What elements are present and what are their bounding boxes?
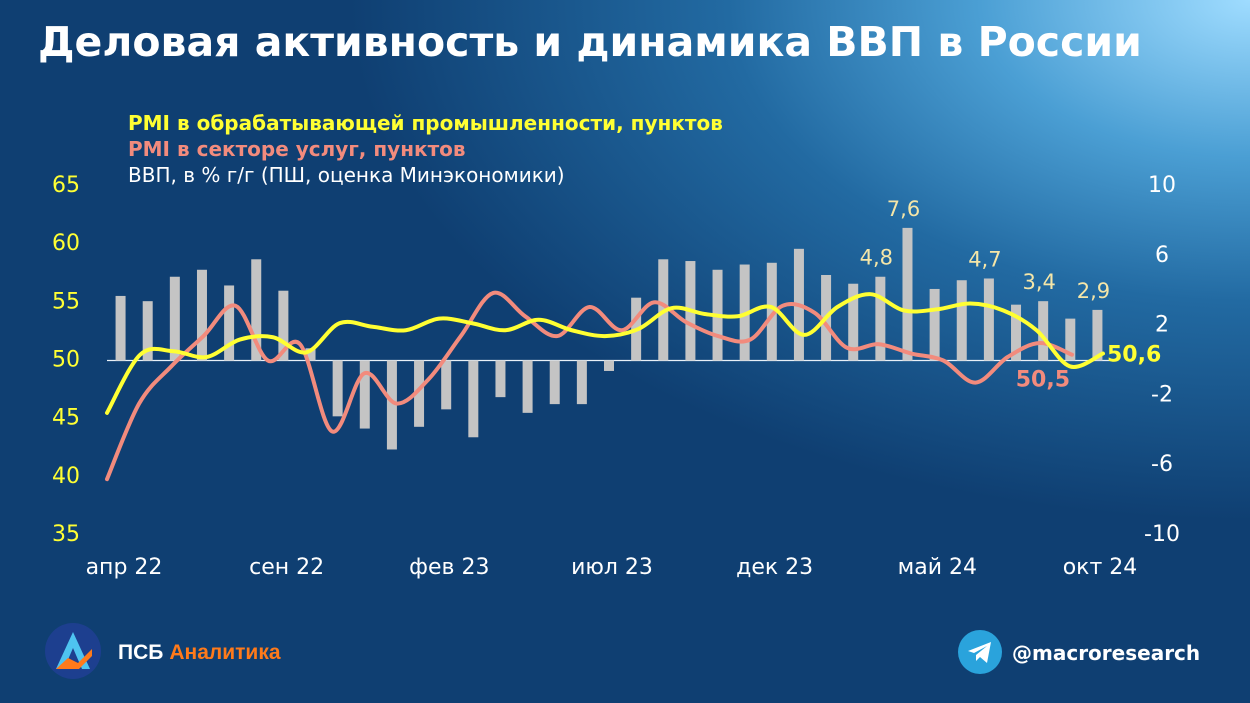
gdp-bar bbox=[278, 290, 289, 361]
chart-title: Деловая активность и динамика ВВП в Росс… bbox=[38, 18, 1142, 66]
gdp-bar bbox=[196, 269, 207, 361]
right-axis-tick: -6 bbox=[1151, 452, 1173, 477]
brand-name-part1: ПСБ bbox=[118, 641, 164, 664]
gdp-bar bbox=[468, 360, 479, 438]
legend-pmi-services: PMI в секторе услуг, пунктов bbox=[128, 137, 466, 161]
gdp-point-label: 4,7 bbox=[968, 247, 1001, 271]
gdp-bar bbox=[576, 360, 587, 405]
gdp-bar bbox=[1065, 318, 1076, 361]
gdp-bar bbox=[224, 285, 235, 361]
gdp-bar bbox=[875, 276, 886, 361]
psb-logo-icon bbox=[45, 623, 101, 679]
legend: PMI в обрабатывающей промышленности, пун… bbox=[128, 110, 723, 188]
x-axis-tick: дек 23 bbox=[736, 555, 813, 580]
left-axis-tick: 60 bbox=[52, 231, 80, 256]
gdp-bar bbox=[386, 360, 397, 450]
gdp-bar bbox=[115, 295, 126, 361]
x-axis-tick: апр 22 bbox=[86, 555, 163, 580]
pmi-manufacturing-line bbox=[105, 292, 1105, 415]
gdp-bar bbox=[414, 360, 425, 427]
gdp-bar bbox=[359, 360, 370, 429]
left-axis-tick: 35 bbox=[52, 522, 80, 547]
left-axis-tick: 40 bbox=[52, 464, 80, 489]
gdp-bar bbox=[956, 280, 967, 361]
gdp-bar bbox=[441, 360, 452, 410]
left-axis-tick: 45 bbox=[52, 406, 80, 431]
x-axis-tick: июл 23 bbox=[571, 555, 653, 580]
pmi-services-end-label: 50,5 bbox=[1016, 368, 1070, 393]
right-axis-tick: -2 bbox=[1151, 382, 1173, 407]
gdp-bar bbox=[332, 360, 343, 417]
x-axis-tick: фев 23 bbox=[409, 555, 489, 580]
pmi-services-line bbox=[105, 290, 1074, 482]
gdp-bar bbox=[929, 288, 940, 361]
pmi-manufacturing-end-label: 50,6 bbox=[1107, 343, 1161, 368]
x-axis-tick: май 24 bbox=[898, 555, 977, 580]
telegram-icon[interactable] bbox=[958, 630, 1002, 674]
gdp-bar bbox=[1038, 301, 1049, 361]
telegram-plane-icon bbox=[968, 642, 991, 663]
gdp-bar bbox=[251, 259, 262, 361]
gdp-bar bbox=[848, 283, 859, 361]
gdp-bar bbox=[983, 278, 994, 361]
legend-gdp: ВВП, в % г/г (ПШ, оценка Минэкономики) bbox=[128, 163, 565, 187]
gdp-bar bbox=[766, 262, 777, 361]
gdp-point-label: 4,8 bbox=[860, 246, 893, 270]
gdp-bar bbox=[495, 360, 506, 398]
left-axis-tick: 50 bbox=[52, 348, 80, 373]
x-axis-tick: окт 24 bbox=[1063, 555, 1138, 580]
brand-name: ПСБ Аналитика bbox=[118, 641, 281, 665]
gdp-bar bbox=[169, 276, 180, 361]
x-axis-tick: сен 22 bbox=[249, 555, 324, 580]
gdp-bar bbox=[549, 360, 560, 405]
gdp-point-label: 3,4 bbox=[1022, 270, 1055, 294]
gdp-bar bbox=[142, 301, 153, 361]
gdp-bar bbox=[522, 360, 533, 413]
gdp-bar bbox=[1011, 304, 1022, 361]
left-axis-tick: 55 bbox=[52, 289, 80, 314]
left-axis-tick: 65 bbox=[52, 173, 80, 198]
right-axis-tick: -10 bbox=[1144, 522, 1180, 547]
gdp-bar bbox=[604, 360, 614, 371]
legend-pmi-manufacturing: PMI в обрабатывающей промышленности, пун… bbox=[128, 111, 723, 135]
gdp-point-label: 7,6 bbox=[887, 197, 920, 221]
right-axis-tick: 2 bbox=[1155, 313, 1169, 338]
right-axis-tick: 10 bbox=[1148, 173, 1176, 198]
telegram-handle[interactable]: @macroresearch bbox=[1012, 641, 1201, 665]
gdp-bar bbox=[1092, 309, 1103, 361]
brand-name-part2: Аналитика bbox=[169, 641, 281, 664]
right-axis-tick: 6 bbox=[1155, 243, 1169, 268]
gdp-bar bbox=[305, 348, 316, 361]
gdp-point-label: 2,9 bbox=[1077, 279, 1110, 303]
gdp-bar bbox=[902, 227, 913, 361]
